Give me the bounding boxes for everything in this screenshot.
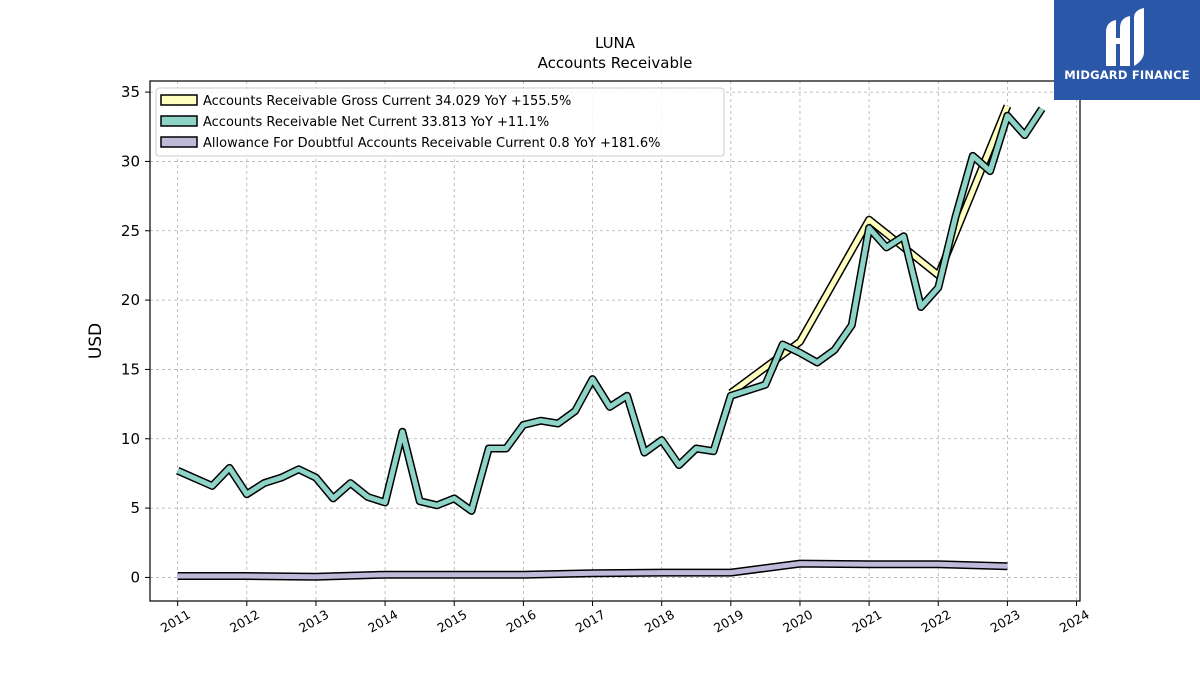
chart-subtitle: Accounts Receivable — [538, 54, 693, 72]
y-tick-label: 10 — [121, 430, 140, 448]
series-line — [177, 561, 1008, 580]
y-tick-label: 15 — [121, 360, 140, 378]
y-tick-label: 5 — [130, 499, 140, 517]
x-tick-label: 2022 — [918, 607, 953, 636]
legend-box — [155, 87, 725, 157]
legend-entry: Accounts Receivable Gross Current 34.029… — [203, 94, 571, 109]
brand-logo: MIDGARD FINANCE — [1054, 0, 1200, 100]
x-tick-label: 2023 — [988, 607, 1023, 636]
chart-title: LUNA — [595, 34, 636, 52]
x-tick-label: 2016 — [504, 607, 539, 636]
x-tick-label: 2020 — [780, 607, 815, 636]
x-tick-label: 2014 — [365, 607, 400, 636]
y-tick-label: 35 — [121, 83, 140, 101]
series-line-outline — [176, 106, 1046, 515]
x-tick-label: 2017 — [573, 607, 608, 636]
series-line — [176, 107, 1045, 514]
y-tick-label: 20 — [121, 291, 140, 309]
x-tick-label: 2018 — [642, 607, 677, 636]
legend-swatch — [160, 115, 198, 127]
y-axis-label: USD — [86, 323, 106, 359]
series — [176, 104, 1046, 581]
x-tick-label: 2019 — [711, 607, 746, 636]
legend: Accounts Receivable Gross Current 34.029… — [155, 87, 725, 157]
x-tick-label: 2015 — [434, 607, 469, 636]
legend-swatch — [160, 136, 198, 148]
grid — [150, 81, 1080, 601]
x-tick-label: 2013 — [296, 607, 331, 636]
x-tick-label: 2021 — [849, 607, 884, 636]
y-tick-label: 0 — [130, 568, 140, 586]
legend-swatch — [160, 94, 198, 106]
y-tick-label: 25 — [121, 222, 140, 240]
mf-monogram-icon — [1106, 8, 1144, 66]
axes: 2011 2012 2013 2014 2015 2016 2017 2018 2019 2020… — [121, 80, 1092, 636]
legend-entry: Accounts Receivable Net Current 33.813 Y… — [203, 115, 549, 130]
legend-entry: Allowance For Doubtful Accounts Receivab… — [203, 136, 660, 151]
y-tick-label: 30 — [121, 152, 140, 170]
plot-frame — [149, 80, 1081, 602]
x-tick-label: 2024 — [1057, 607, 1092, 636]
x-tick-label: 2011 — [158, 607, 193, 636]
x-tick-label: 2012 — [227, 607, 262, 636]
brand-name: MIDGARD FINANCE — [1064, 68, 1190, 82]
